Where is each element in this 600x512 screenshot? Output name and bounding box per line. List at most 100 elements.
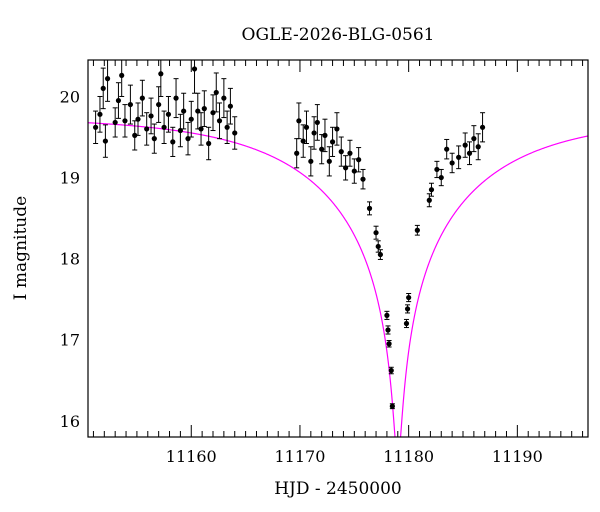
data-marker bbox=[414, 227, 420, 233]
data-marker bbox=[456, 154, 462, 160]
data-point bbox=[375, 240, 381, 253]
data-marker bbox=[434, 166, 440, 173]
data-point bbox=[319, 134, 325, 165]
y-tick-label: 19 bbox=[60, 169, 80, 188]
data-point bbox=[334, 112, 340, 146]
data-marker bbox=[213, 89, 219, 96]
data-point bbox=[100, 67, 106, 110]
data-marker bbox=[122, 118, 128, 124]
data-marker bbox=[210, 110, 216, 116]
data-marker bbox=[300, 138, 306, 144]
data-point bbox=[115, 82, 122, 119]
data-point bbox=[191, 60, 198, 94]
y-tick-label: 20 bbox=[60, 87, 80, 106]
data-point bbox=[351, 158, 357, 184]
data-point bbox=[144, 112, 150, 146]
data-marker bbox=[224, 124, 230, 130]
data-marker bbox=[343, 165, 349, 171]
data-marker bbox=[334, 126, 340, 132]
data-point bbox=[449, 152, 455, 174]
data-marker bbox=[462, 142, 468, 148]
data-point bbox=[456, 145, 462, 170]
data-point bbox=[102, 124, 108, 158]
data-point bbox=[170, 126, 176, 157]
data-marker bbox=[201, 106, 207, 112]
data-marker bbox=[373, 230, 379, 236]
y-tick-label: 16 bbox=[60, 412, 80, 431]
data-point bbox=[210, 94, 216, 132]
data-point bbox=[213, 72, 219, 113]
data-marker bbox=[403, 320, 410, 327]
data-marker bbox=[296, 118, 302, 124]
data-marker bbox=[151, 136, 157, 142]
data-point bbox=[403, 318, 410, 329]
data-marker bbox=[406, 294, 412, 301]
data-point bbox=[232, 116, 238, 150]
data-marker bbox=[232, 130, 238, 136]
y-tick-labels: 16 17 18 19 20 bbox=[60, 87, 80, 430]
data-marker bbox=[216, 118, 223, 124]
data-marker bbox=[326, 158, 332, 164]
data-marker bbox=[356, 157, 362, 163]
data-marker bbox=[221, 95, 227, 101]
x-tick-label: 11190 bbox=[492, 447, 543, 466]
data-point bbox=[185, 121, 191, 156]
data-marker bbox=[100, 85, 106, 91]
data-marker bbox=[377, 251, 383, 258]
data-marker bbox=[322, 132, 328, 138]
data-marker bbox=[165, 111, 172, 117]
data-point bbox=[181, 92, 187, 130]
data-point bbox=[329, 126, 336, 157]
data-point bbox=[311, 116, 317, 150]
y-axis-label: I magnitude bbox=[11, 196, 31, 300]
data-point bbox=[308, 146, 314, 177]
data-marker bbox=[308, 158, 314, 164]
data-marker bbox=[104, 76, 111, 82]
data-marker bbox=[428, 187, 435, 193]
data-point bbox=[389, 403, 395, 410]
data-point bbox=[406, 292, 412, 303]
data-point bbox=[97, 95, 103, 133]
data-point bbox=[296, 102, 302, 140]
data-marker bbox=[347, 150, 353, 156]
data-point bbox=[386, 340, 392, 348]
data-point bbox=[93, 110, 99, 145]
data-marker bbox=[360, 176, 366, 182]
data-marker bbox=[438, 174, 444, 181]
data-point bbox=[132, 120, 138, 151]
data-point bbox=[135, 102, 141, 136]
data-point bbox=[112, 107, 118, 138]
data-point bbox=[479, 112, 486, 143]
data-marker bbox=[351, 168, 357, 174]
data-point bbox=[444, 138, 450, 160]
data-point bbox=[227, 87, 233, 125]
data-point bbox=[373, 225, 379, 240]
data-marker bbox=[97, 111, 103, 117]
data-point bbox=[385, 325, 391, 335]
data-point bbox=[156, 86, 162, 123]
axis-ticks bbox=[92, 60, 584, 437]
data-marker bbox=[161, 124, 167, 130]
data-point bbox=[158, 60, 164, 97]
data-marker bbox=[449, 160, 455, 166]
data-marker bbox=[384, 312, 390, 318]
data-marker bbox=[227, 103, 233, 109]
data-point bbox=[224, 110, 230, 145]
data-marker bbox=[311, 130, 317, 136]
data-point bbox=[221, 78, 227, 119]
data-marker bbox=[479, 124, 486, 130]
data-point bbox=[377, 249, 383, 260]
data-point bbox=[294, 138, 300, 169]
data-point bbox=[434, 160, 440, 179]
data-point bbox=[161, 110, 167, 145]
data-marker bbox=[444, 146, 450, 152]
data-point bbox=[173, 78, 179, 119]
data-marker bbox=[158, 71, 164, 77]
data-point bbox=[148, 97, 154, 135]
data-point bbox=[438, 168, 444, 187]
data-point bbox=[314, 104, 320, 141]
data-point bbox=[384, 310, 390, 320]
data-point bbox=[471, 125, 477, 153]
x-tick-label: 11180 bbox=[383, 447, 434, 466]
data-point bbox=[475, 133, 481, 161]
